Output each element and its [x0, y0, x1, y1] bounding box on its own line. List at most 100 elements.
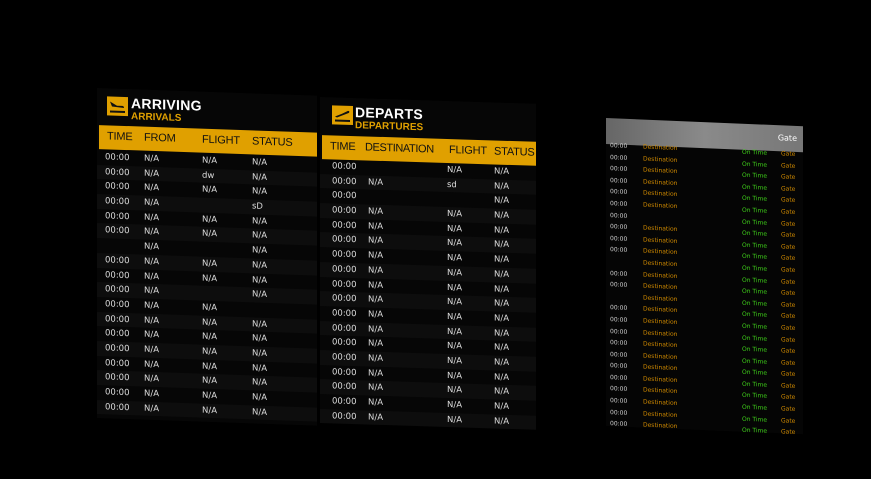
time-cell: 00:00 — [610, 385, 628, 394]
place-cell: N/A — [368, 265, 384, 276]
board-title: ARRIVING — [131, 95, 202, 114]
status-cell: On Time — [742, 345, 768, 354]
time-cell: 00:00 — [105, 343, 130, 355]
place-cell: N/A — [144, 183, 160, 194]
status-cell: On Time — [742, 287, 768, 296]
place-cell: N/A — [368, 324, 384, 335]
time-cell: 00:00 — [105, 181, 130, 193]
gate-cell: Gate — [781, 196, 796, 205]
time-cell: 00:00 — [332, 176, 357, 187]
time-cell: 00:00 — [610, 362, 628, 371]
time-cell: 00:00 — [332, 337, 357, 349]
column-header: FLIGHT — [202, 133, 240, 147]
place-cell: Destination — [643, 340, 678, 350]
flight-cell: N/A — [447, 399, 463, 411]
flight-cell: N/A — [447, 164, 463, 176]
flight-cell: N/A — [202, 375, 218, 387]
flight-cell: N/A — [447, 311, 463, 323]
place-cell: N/A — [144, 300, 160, 312]
flight-cell: N/A — [447, 282, 463, 293]
place-cell: N/A — [144, 315, 160, 326]
place-cell: N/A — [144, 153, 160, 165]
time-cell: 00:00 — [105, 328, 130, 340]
board-subtitle: DEPARTURES — [355, 120, 424, 134]
place-cell: N/A — [368, 397, 384, 408]
flight-cell: sd — [447, 179, 457, 190]
time-cell: 00:00 — [332, 308, 357, 320]
time-cell: 00:00 — [332, 234, 357, 246]
status-cell: N/A — [252, 318, 268, 330]
place-cell: N/A — [368, 250, 384, 262]
flight-cell: N/A — [202, 361, 218, 372]
time-cell: 00:00 — [332, 190, 357, 202]
status-cell: N/A — [494, 313, 510, 324]
status-cell: sD — [252, 201, 263, 212]
time-cell: 00:00 — [105, 372, 130, 384]
status-cell: On Time — [742, 334, 768, 343]
gate-header: Gate — [777, 133, 797, 144]
status-cell: On Time — [742, 264, 768, 273]
time-cell: 00:00 — [332, 205, 357, 217]
time-cell: 00:00 — [332, 278, 357, 290]
column-header: FLIGHT — [449, 144, 487, 158]
place-cell: N/A — [144, 227, 160, 238]
place-cell: Destination — [643, 178, 678, 187]
status-cell: On Time — [742, 368, 768, 378]
time-cell: 00:00 — [610, 223, 628, 232]
time-cell: 00:00 — [105, 152, 130, 164]
status-cell: On Time — [742, 206, 768, 215]
time-cell: 00:00 — [105, 284, 130, 296]
status-cell: N/A — [252, 157, 268, 168]
gate-cell: Gate — [781, 161, 796, 170]
time-cell: 00:00 — [610, 165, 628, 174]
status-cell: N/A — [252, 407, 268, 418]
status-cell: On Time — [742, 311, 768, 320]
time-cell: 00:00 — [332, 220, 357, 231]
time-cell: 00:00 — [610, 211, 628, 220]
gate-cell: Gate — [781, 185, 796, 193]
place-cell: N/A — [144, 241, 160, 253]
flight-cell: N/A — [202, 405, 218, 416]
status-cell: N/A — [252, 333, 268, 345]
gate-cell: Gate — [781, 219, 796, 228]
status-cell: N/A — [252, 186, 268, 198]
place-cell: N/A — [144, 212, 160, 223]
status-cell: N/A — [252, 392, 268, 403]
plane-landing-icon — [107, 96, 128, 117]
status-cell: On Time — [742, 299, 768, 308]
column-header: FROM — [144, 131, 176, 145]
place-cell: N/A — [368, 353, 384, 364]
place-cell: N/A — [144, 256, 160, 267]
time-cell: 00:00 — [105, 196, 130, 208]
place-cell: N/A — [368, 235, 384, 247]
place-cell: Destination — [643, 224, 678, 234]
status-cell: On Time — [742, 160, 768, 169]
place-cell: Destination — [643, 317, 678, 326]
time-cell: 00:00 — [332, 293, 357, 305]
gate-cell: Gate — [781, 266, 796, 274]
place-cell: Destination — [643, 282, 678, 292]
place-cell: Destination — [643, 294, 678, 303]
place-cell: N/A — [144, 403, 160, 414]
time-cell: 00:00 — [610, 142, 628, 150]
place-cell: Destination — [643, 166, 678, 176]
time-cell: 00:00 — [105, 401, 130, 413]
time-cell: 00:00 — [332, 161, 357, 173]
gate-cell: Gate — [781, 416, 796, 425]
gate-cell: Gate — [781, 324, 796, 332]
status-cell: On Time — [742, 276, 768, 285]
flight-cell: N/A — [447, 326, 463, 338]
place-cell: Destination — [643, 352, 678, 361]
time-cell: 00:00 — [610, 304, 628, 313]
status-cell: On Time — [742, 148, 768, 157]
flight-cell: N/A — [447, 253, 463, 264]
status-cell: N/A — [494, 372, 510, 383]
status-cell: On Time — [742, 426, 768, 436]
status-cell: N/A — [494, 342, 510, 354]
status-cell: N/A — [494, 401, 510, 412]
place-cell: N/A — [368, 412, 384, 423]
status-cell: On Time — [742, 229, 768, 238]
status-cell: N/A — [494, 210, 510, 222]
time-cell: 00:00 — [610, 408, 628, 417]
time-cell: 00:00 — [610, 420, 628, 429]
